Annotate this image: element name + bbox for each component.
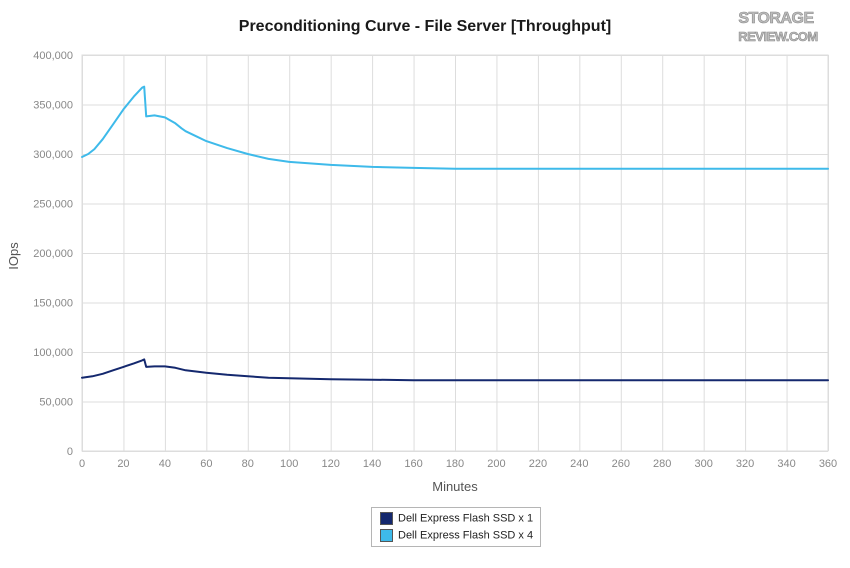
- x-tick-label: 0: [79, 458, 85, 470]
- y-tick-label: 400,000: [33, 50, 73, 62]
- x-tick-label: 280: [653, 458, 671, 470]
- logo-text-bottom: REVIEW.COM: [738, 29, 818, 44]
- chart-title: Preconditioning Curve - File Server [Thr…: [238, 18, 612, 35]
- x-tick-label: 360: [819, 458, 837, 470]
- plot-area: 0 20 40 60 80 100 120 140 160 180 200 220 240 260 280 3…: [6, 50, 837, 494]
- y-tick-label: 250,000: [33, 199, 73, 211]
- series-lines: [81, 85, 829, 382]
- storagereview-logo: STORAGE REVIEW.COM: [738, 10, 819, 45]
- x-tick-label: 300: [694, 458, 712, 470]
- logo-text-top: STORAGE: [738, 10, 814, 27]
- x-tick-label: 200: [487, 458, 505, 470]
- x-tick-label: 180: [446, 458, 464, 470]
- legend-swatch-series-1: [380, 512, 393, 525]
- y-axis-label: IOps: [6, 242, 21, 270]
- x-tick-label: 340: [777, 458, 795, 470]
- legend-swatch-series-2: [380, 529, 393, 542]
- x-tick-label: 100: [280, 458, 298, 470]
- x-tick-label: 220: [529, 458, 547, 470]
- legend: Dell Express Flash SSD x 1 Dell Express …: [371, 507, 541, 547]
- legend-item-series-1: Dell Express Flash SSD x 1: [380, 512, 533, 526]
- y-tick-label: 300,000: [33, 149, 73, 161]
- series-line-2: [81, 85, 829, 170]
- legend-label-series-1: Dell Express Flash SSD x 1: [398, 512, 534, 525]
- y-tick-label: 200,000: [33, 248, 73, 260]
- x-tick-label: 140: [363, 458, 381, 470]
- y-tick-label: 100,000: [33, 347, 73, 359]
- y-tick-label: 350,000: [33, 100, 73, 112]
- series-line-1: [81, 358, 829, 382]
- y-tick-label: 50,000: [39, 397, 73, 409]
- legend-item-series-2: Dell Express Flash SSD x 4: [380, 529, 533, 543]
- x-tick-label: 160: [404, 458, 422, 470]
- axes: 0 20 40 60 80 100 120 140 160 180 200 220 240 260 280 3…: [33, 50, 837, 470]
- legend-label-series-2: Dell Express Flash SSD x 4: [398, 529, 534, 542]
- gridlines: [81, 54, 829, 452]
- x-tick-label: 320: [736, 458, 754, 470]
- y-tick-label: 150,000: [33, 298, 73, 310]
- x-tick-label: 60: [200, 458, 212, 470]
- x-tick-label: 120: [321, 458, 339, 470]
- x-tick-label: 240: [570, 458, 588, 470]
- x-tick-label: 20: [117, 458, 129, 470]
- y-tick-label: 0: [67, 446, 73, 458]
- x-tick-label: 260: [612, 458, 630, 470]
- x-tick-label: 80: [242, 458, 254, 470]
- x-axis-label: Minutes: [432, 479, 478, 494]
- x-tick-label: 40: [159, 458, 171, 470]
